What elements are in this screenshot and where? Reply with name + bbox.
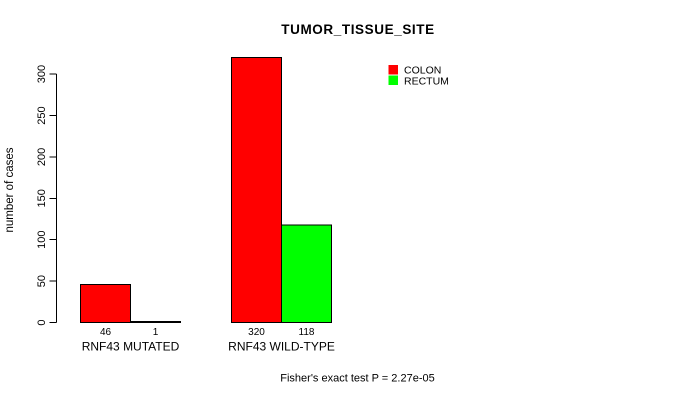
y-axis-tick-label: 200 bbox=[36, 148, 48, 166]
legend-swatch-rectum bbox=[388, 75, 398, 85]
bar-value-label: 1 bbox=[153, 327, 159, 338]
y-axis-tick-label: 150 bbox=[36, 189, 48, 207]
category-label: RNF43 MUTATED bbox=[82, 340, 180, 354]
y-axis-tick-label: 300 bbox=[36, 65, 48, 83]
y-axis-label: number of cases bbox=[4, 147, 16, 232]
chart-title: TUMOR_TISSUE_SITE bbox=[281, 22, 434, 37]
legend-label-rectum: RECTUM bbox=[404, 76, 449, 88]
y-axis-tick-label: 250 bbox=[36, 106, 48, 124]
legend: COLON RECTUM bbox=[388, 65, 449, 88]
bar-value-label: 46 bbox=[100, 327, 112, 338]
stat-annotation: Fisher's exact test P = 2.27e-05 bbox=[280, 373, 434, 385]
bar-value-label: 118 bbox=[299, 327, 315, 338]
y-axis-tick-label: 100 bbox=[36, 231, 48, 249]
plot-area: 0 50 100 150 200 250 300 46 1 RNF43 MUTATED 320 118… bbox=[36, 57, 335, 354]
bar-colon-rnf43-wild-type bbox=[231, 57, 282, 323]
y-axis-tick-label: 0 bbox=[36, 319, 48, 325]
legend-swatch-colon bbox=[388, 65, 398, 75]
bar-rectum-rnf43-mutated bbox=[130, 321, 181, 324]
bar-colon-rnf43-mutated bbox=[80, 283, 131, 323]
bar-rectum-rnf43-wild-type bbox=[281, 224, 332, 324]
y-axis-tick-label: 50 bbox=[36, 275, 48, 287]
bar-value-label: 320 bbox=[248, 327, 265, 338]
category-label: RNF43 WILD-TYPE bbox=[228, 340, 335, 354]
legend-label-colon: COLON bbox=[404, 65, 441, 77]
